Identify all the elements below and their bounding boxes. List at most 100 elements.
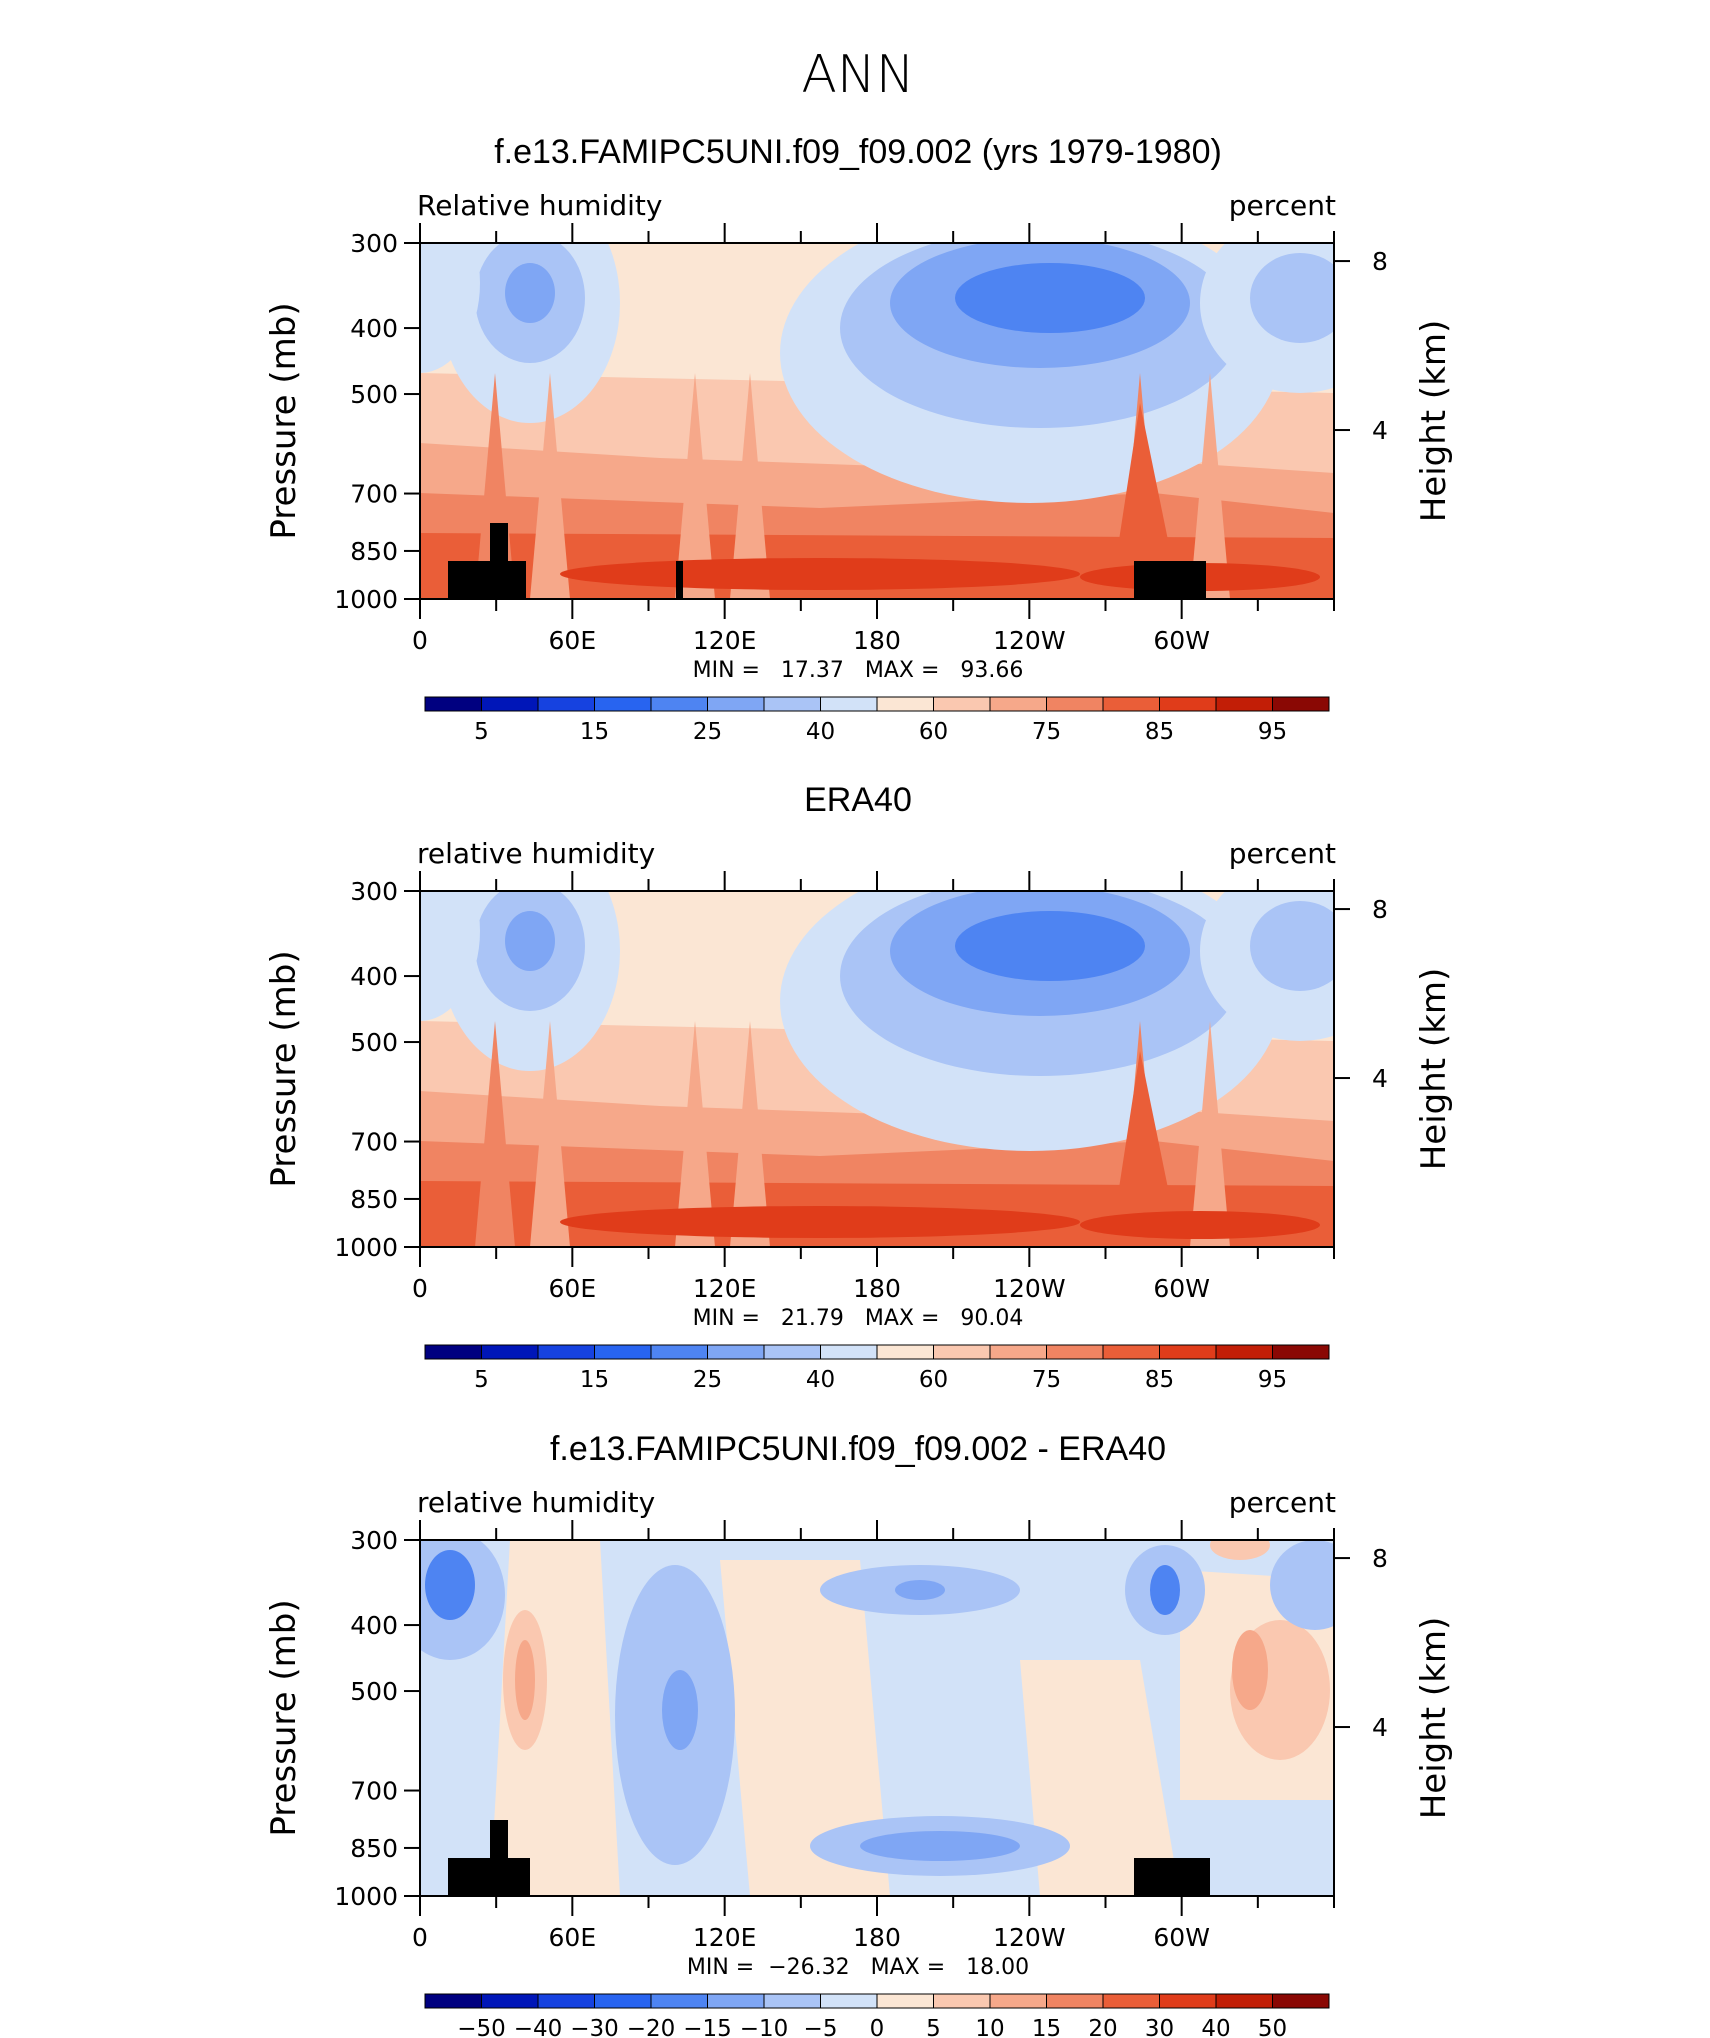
- colorbar-label: −50: [457, 2016, 506, 2038]
- y-tick-label: 700: [350, 1128, 398, 1157]
- y-right-tick-label: 4: [1372, 416, 1388, 445]
- diff-pos-blob: [515, 1640, 535, 1720]
- colorbar-swatch: [1272, 1993, 1330, 2009]
- colorbar-swatch: [933, 1344, 991, 1360]
- west-dry: [420, 243, 480, 373]
- colorbar-label: 85: [1145, 719, 1174, 745]
- x-tick-label: 60E: [549, 1923, 597, 1952]
- page-title: ANN: [801, 45, 914, 105]
- y-right-tick-label: 4: [1372, 1713, 1388, 1742]
- units-label: percent: [1229, 189, 1336, 222]
- colorbar-swatch: [876, 1344, 934, 1360]
- colorbar-swatch: [481, 696, 539, 712]
- andes-spike: [1110, 403, 1180, 599]
- colorbar-label: 15: [580, 1367, 609, 1393]
- units-label: percent: [1229, 837, 1336, 870]
- colorbar-label: 10: [975, 2016, 1004, 2038]
- topography-mask: [448, 1858, 530, 1896]
- y-axis-title: Pressure (mb): [264, 1599, 304, 1836]
- colorbar-label: 95: [1258, 1367, 1287, 1393]
- colorbar-swatch: [1102, 1344, 1160, 1360]
- atl-dry-core: [1250, 901, 1334, 991]
- colorbar-swatch: [594, 696, 652, 712]
- y-axis-title: Pressure (mb): [264, 302, 304, 539]
- colorbar-swatch: [763, 1993, 821, 2009]
- heatmap-field: [420, 243, 1334, 599]
- colorbar-swatch: [933, 1993, 991, 2009]
- panel-title: ERA40: [804, 781, 912, 819]
- panel-title: f.e13.FAMIPC5UNI.f09_f09.002 - ERA40: [550, 1430, 1166, 1468]
- colorbar-label: 85: [1145, 1367, 1174, 1393]
- diff-neg-blob: [860, 1831, 1020, 1861]
- topography-mask: [490, 523, 508, 599]
- x-tick-label: 180: [853, 1923, 901, 1952]
- colorbar-swatch: [1159, 1344, 1217, 1360]
- x-tick-label: 60W: [1153, 1274, 1210, 1303]
- colorbar-label: 15: [1032, 2016, 1061, 2038]
- variable-label: Relative humidity: [417, 189, 662, 222]
- colorbar-label: 5: [474, 1367, 489, 1393]
- colorbar-swatch: [424, 696, 482, 712]
- dry-region-core: [955, 263, 1145, 333]
- topography-mask: [448, 561, 526, 599]
- x-tick-label: 60E: [549, 626, 597, 655]
- convective-spike-2: [675, 1021, 715, 1247]
- colorbar-swatch: [594, 1993, 652, 2009]
- y-axis-title: Pressure (mb): [264, 950, 304, 1187]
- colorbar-label: 20: [1088, 2016, 1117, 2038]
- y-tick-label: 1000: [334, 585, 398, 614]
- colorbar-swatch: [1102, 696, 1160, 712]
- colorbar-label: −30: [570, 2016, 619, 2038]
- colorbar-label: 50: [1258, 2016, 1287, 2038]
- colorbar-swatch: [594, 1344, 652, 1360]
- y-tick-label: 850: [350, 537, 398, 566]
- colorbar-swatch: [537, 1993, 595, 2009]
- topography-mask: [1134, 1858, 1210, 1896]
- variable-label: relative humidity: [417, 1486, 655, 1519]
- diff-neg-blob: [1270, 1540, 1334, 1630]
- x-tick-label: 0: [412, 1274, 428, 1303]
- colorbar-swatch: [650, 696, 708, 712]
- colorbar-swatch: [707, 1344, 765, 1360]
- y-right-axis-title: Height (km): [1414, 968, 1454, 1171]
- convective-spike-0: [475, 1021, 515, 1247]
- colorbar-label: 25: [693, 719, 722, 745]
- colorbar-swatch: [650, 1993, 708, 2009]
- colorbar-label: 60: [919, 1367, 948, 1393]
- colorbar-swatch: [763, 1344, 821, 1360]
- heatmap-field: [420, 891, 1334, 1247]
- surface-moist-band: [560, 558, 1080, 590]
- colorbar-swatch: [1215, 696, 1273, 712]
- colorbar-swatch: [820, 696, 878, 712]
- y-tick-label: 1000: [334, 1882, 398, 1911]
- convective-spike-5: [1190, 1021, 1230, 1247]
- topography-mask: [676, 561, 683, 599]
- x-tick-label: 120W: [993, 626, 1065, 655]
- y-tick-label: 500: [350, 1028, 398, 1057]
- y-right-axis-title: Height (km): [1414, 320, 1454, 523]
- colorbar-swatch: [1046, 1344, 1104, 1360]
- diff-pos-blob: [1232, 1630, 1268, 1710]
- colorbar-swatch: [1215, 1993, 1273, 2009]
- y-tick-label: 500: [350, 380, 398, 409]
- colorbar-swatch: [1272, 696, 1330, 712]
- panel-title: f.e13.FAMIPC5UNI.f09_f09.002 (yrs 1979-1…: [494, 133, 1222, 171]
- y-right-tick-label: 4: [1372, 1064, 1388, 1093]
- y-tick-label: 400: [350, 1611, 398, 1640]
- units-label: percent: [1229, 1486, 1336, 1519]
- y-tick-label: 300: [350, 229, 398, 258]
- colorbar-swatch: [763, 696, 821, 712]
- colorbar-swatch: [1272, 1344, 1330, 1360]
- colorbar-swatch: [876, 696, 934, 712]
- topography-mask: [1134, 561, 1206, 599]
- colorbar-swatch: [876, 1993, 934, 2009]
- colorbar-label: 0: [870, 2016, 885, 2038]
- x-tick-label: 60W: [1153, 1923, 1210, 1952]
- colorbar-swatch: [1215, 1344, 1273, 1360]
- atl-dry-core: [1250, 253, 1334, 343]
- colorbar-label: 40: [806, 719, 835, 745]
- convective-spike-1: [530, 1021, 570, 1247]
- min-max-stats: MIN = 17.37 MAX = 93.66: [693, 658, 1024, 683]
- convective-spike-3: [730, 373, 770, 599]
